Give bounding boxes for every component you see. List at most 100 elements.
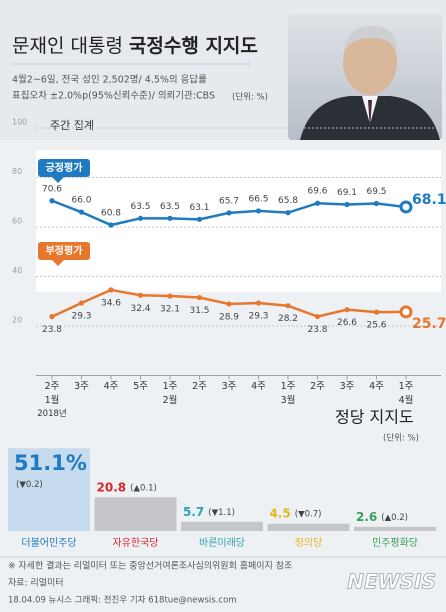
chart-subtitle: 주간 집계 <box>50 119 94 132</box>
value-label: 63.5 <box>130 202 150 212</box>
x-tick-label: 4주 <box>251 381 266 392</box>
logo: NEWSIS <box>347 570 436 594</box>
change-value: ▲0.1 <box>133 483 153 493</box>
paren: ( <box>16 480 19 490</box>
y-tick-label: 20 <box>12 316 22 325</box>
point <box>78 300 85 306</box>
bar <box>267 523 350 531</box>
plot-panel <box>36 150 441 292</box>
value-label: 65.8 <box>278 196 298 206</box>
value-label-row: 2.6 (▲0.2) <box>356 509 408 523</box>
point <box>137 215 144 221</box>
x-tick-label: 5주 <box>133 381 148 392</box>
point <box>167 215 173 221</box>
point <box>255 208 262 214</box>
value-label: 60.8 <box>101 209 121 219</box>
y-tick-label: 80 <box>12 167 22 176</box>
x-tick-label: 3주 <box>74 381 89 392</box>
paren: ( <box>295 509 298 519</box>
value-label: 4.5 <box>270 506 291 520</box>
change-value: ▼0.7 <box>298 509 318 519</box>
value-label: 28.9 <box>219 312 239 322</box>
value-label: 51.1% <box>14 451 87 475</box>
note: 4월2~6일, 전국 성인 2,502명/ 4.5%의 응답률 <box>12 74 207 86</box>
note: 표집오차 ±2.0%p(95%신뢰수준)/ 의뢰기관:CBS <box>12 90 215 102</box>
x-tick-label: 3주 <box>340 381 355 392</box>
x-tick-label: 4주 <box>369 381 384 392</box>
source: 자료: 리얼미터 <box>8 578 64 589</box>
value-label: 68.1% <box>412 192 446 208</box>
value-label: 66.0 <box>71 196 91 206</box>
point <box>373 200 380 207</box>
value-label: 29.3 <box>71 311 91 321</box>
month-label: 4월 <box>399 394 414 406</box>
month-label: 1월 <box>45 394 60 406</box>
change-label: (▼0.2) <box>16 480 43 490</box>
value-label: 63.5 <box>160 202 180 212</box>
value-label: 23.8 <box>307 325 327 335</box>
month-label: 2월 <box>163 394 178 406</box>
value-label: 69.1 <box>337 188 357 198</box>
value-label-row: 4.5 (▼0.7) <box>270 506 322 520</box>
paren: ) <box>39 480 42 490</box>
point <box>167 293 173 299</box>
title-normal: 문재인 대통령 <box>12 35 123 57</box>
value-label-row: 20.8 (▲0.1) <box>97 480 157 494</box>
x-tick-label: 3주 <box>222 381 237 392</box>
legend-pointer <box>52 260 64 266</box>
point <box>285 210 291 216</box>
category-label: 정의당 <box>295 537 323 549</box>
paren: ) <box>318 509 321 519</box>
point <box>285 303 291 309</box>
point <box>108 287 114 293</box>
point <box>226 210 232 216</box>
point <box>399 200 413 214</box>
unit: (단위: %) <box>383 433 419 444</box>
value-label: 34.6 <box>101 298 121 308</box>
x-tick-label: 1주 <box>399 381 414 392</box>
change-value: ▼1.1 <box>212 507 232 517</box>
paren: ( <box>381 512 384 522</box>
category-label: 민주평화당 <box>372 537 418 549</box>
value-label: 69.5 <box>366 187 386 197</box>
x-tick-label: 1주 <box>163 381 178 392</box>
credit: 18.04.09 뉴시스 그래픽: 전진우 기자 618tue@newsis.c… <box>8 595 237 606</box>
value-label: 2.6 <box>356 509 377 523</box>
point <box>344 307 350 313</box>
portrait <box>288 14 442 140</box>
category-label: 더불어민주당 <box>21 537 76 549</box>
year-label: 2018년 <box>37 408 66 419</box>
page-title: 문재인 대통령 국정수행 지지도 <box>12 35 258 57</box>
value-label: 65.7 <box>219 196 239 206</box>
point <box>314 313 321 320</box>
point <box>49 313 55 320</box>
point <box>399 305 413 319</box>
point <box>255 300 262 306</box>
change-value: ▼0.2 <box>19 480 39 490</box>
value-label: 66.5 <box>248 194 268 204</box>
value-label: 28.2 <box>278 314 298 324</box>
value-label: 26.6 <box>337 318 357 328</box>
y-tick-label: 60 <box>12 217 22 226</box>
value-label: 70.6 <box>42 184 62 194</box>
paren: ) <box>154 483 157 493</box>
value-label: 25.7% <box>412 316 446 332</box>
legend-box <box>38 242 90 260</box>
title-bold: 국정수행 지지도 <box>129 35 258 57</box>
value-label: 5.7 <box>183 504 204 518</box>
value-label: 29.3 <box>248 311 268 321</box>
footer-note: ※ 자세한 결과는 리얼미터 또는 중앙선거여론조사심의위원회 홈페이지 참조 <box>8 560 292 572</box>
legend-pointer <box>52 177 64 183</box>
paren: ( <box>208 507 211 517</box>
value-label-row: 5.7 (▼1.1) <box>183 504 235 518</box>
paren: ) <box>405 512 408 522</box>
bar <box>94 497 177 531</box>
value-label: 32.4 <box>130 304 150 314</box>
bar <box>354 526 436 531</box>
legend-label: 긍정평가 <box>46 161 84 174</box>
value-label: 69.6 <box>307 187 327 197</box>
legend-box <box>38 159 90 177</box>
value-label: 23.8 <box>42 325 62 335</box>
point <box>108 222 114 228</box>
